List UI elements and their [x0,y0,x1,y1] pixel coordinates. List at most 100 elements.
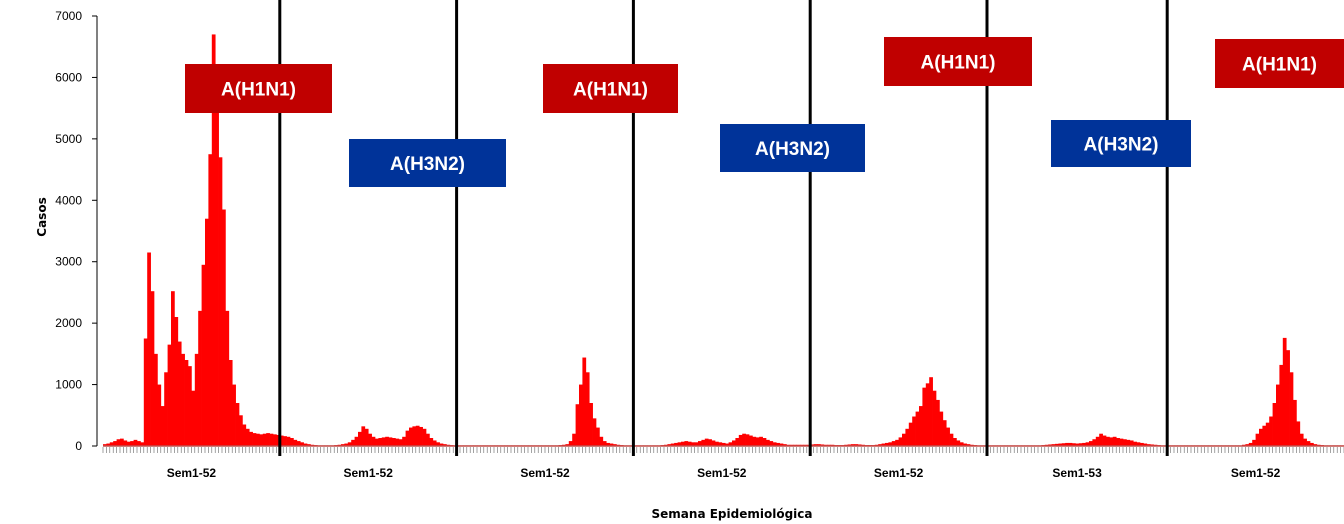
bar-season7-week44 [1313,444,1318,446]
bar-season6-week23 [1061,443,1066,446]
bar-season1-week37 [225,310,230,446]
bar-season7-week24 [1245,444,1250,446]
annotation-1: A(H1N1) [185,64,332,113]
bar-season4-week38 [759,436,763,446]
bar-season4-week18 [691,442,695,446]
bar-season1-week27 [191,390,196,446]
bar-season1-week47 [259,434,264,446]
bar-season5-week27 [898,437,903,446]
bar-season7-week27 [1255,433,1260,446]
bar-season3-week34 [568,441,573,446]
bar-season1-week15 [150,291,155,446]
bar-season5-week29 [905,428,910,446]
bar-season1-week52 [276,434,281,446]
annotation-box [543,64,678,113]
bar-season6-week30 [1085,442,1090,446]
bar-season2-week1 [279,435,284,446]
bar-season6-week46 [1140,442,1144,446]
y-tick-label: 2000 [55,316,82,330]
x-axis-title: Semana Epidemiológica [652,507,813,521]
bar-season2-week28 [371,436,376,446]
season-label: Sem1-52 [167,466,217,480]
bar-season1-week4 [113,441,117,446]
bar-season1-week49 [266,433,270,446]
bar-season4-week28 [725,443,729,446]
bar-season5-week25 [891,441,896,446]
bar-season3-week42 [596,427,600,446]
bar-season3-week45 [606,442,610,446]
bar-season6-week27 [1075,443,1080,446]
y-tick-label: 3000 [55,255,82,269]
bar-season1-week2 [106,443,111,446]
bar-season6-week35 [1102,435,1107,446]
bar-season4-week25 [715,441,719,446]
bar-season4-week15 [681,441,685,446]
bar-season3-week44 [602,441,607,446]
y-tick-label: 7000 [55,9,82,23]
bar-season5-week28 [902,433,906,446]
bar-season7-week28 [1259,428,1263,446]
bar-season6-week19 [1048,444,1052,446]
bar-season2-week19 [341,444,345,446]
bar-season2-week21 [347,442,352,446]
bar-season3-week43 [599,436,604,446]
season-label: Sem1-52 [344,466,394,480]
bar-season4-week21 [701,439,706,446]
bar-season6-week26 [1072,443,1076,446]
bar-season4-week26 [718,442,723,446]
season-label: Sem1-52 [520,466,570,480]
bar-season3-week40 [589,403,593,446]
annotation-2: A(H3N2) [349,139,506,187]
bar-season5-week44 [956,440,961,446]
bar-season4-week43 [776,442,780,446]
bar-season1-week6 [120,438,124,446]
y-axis: 0 1000 2000 3000 4000 5000 6000 7000 [55,9,98,453]
bar-season6-week41 [1123,439,1127,446]
bar-season1-week34 [215,95,219,447]
bar-season3-week33 [565,444,570,446]
bar-season1-week10 [133,439,138,446]
bar-season1-week23 [177,341,182,446]
bar-season2-week49 [443,444,447,446]
bar-season4-week44 [779,443,784,446]
bars-group [103,34,1344,447]
bar-season2-week42 [419,426,423,446]
bar-season3-week46 [609,443,614,446]
bar-season4-week45 [783,444,787,446]
bar-season1-week26 [188,366,192,446]
bar-season1-week44 [249,431,253,446]
bar-season1-week21 [171,291,175,446]
bar-season1-week19 [164,372,168,446]
bar-season1-week51 [273,434,277,446]
bar-season2-week23 [354,436,359,446]
bar-season4-week36 [752,436,757,446]
bar-season2-week29 [375,438,379,446]
bar-season4-week12 [670,443,675,446]
bar-season5-week39 [939,411,944,446]
bar-season6-week47 [1143,443,1148,446]
bar-season2-week32 [385,436,389,446]
y-tick-label: 4000 [55,193,82,207]
bar-season6-week31 [1089,441,1093,446]
bar-season4-week40 [766,439,770,446]
bar-season2-week25 [361,426,366,446]
bar-season2-week41 [415,425,420,446]
bar-season2-week26 [364,428,369,446]
bar-season5-week15 [857,444,862,446]
bar-season5-week43 [953,438,957,446]
annotation-box [349,139,506,187]
bar-season6-week38 [1112,436,1117,446]
season-dividers [278,0,1169,456]
bar-season2-week7 [300,442,304,446]
annotation-box [884,37,1032,86]
bar-season7-week36 [1286,350,1290,446]
bar-season6-week40 [1119,438,1124,446]
bar-season2-week31 [381,437,386,446]
bar-season7-week39 [1296,421,1301,446]
bar-season1-week31 [205,218,209,446]
bar-season6-week25 [1068,442,1073,446]
annotation-5: A(H1N1) [884,37,1032,86]
bar-season5-week13 [851,444,855,446]
bar-season6-week32 [1092,439,1097,446]
bar-season7-week42 [1306,441,1311,446]
